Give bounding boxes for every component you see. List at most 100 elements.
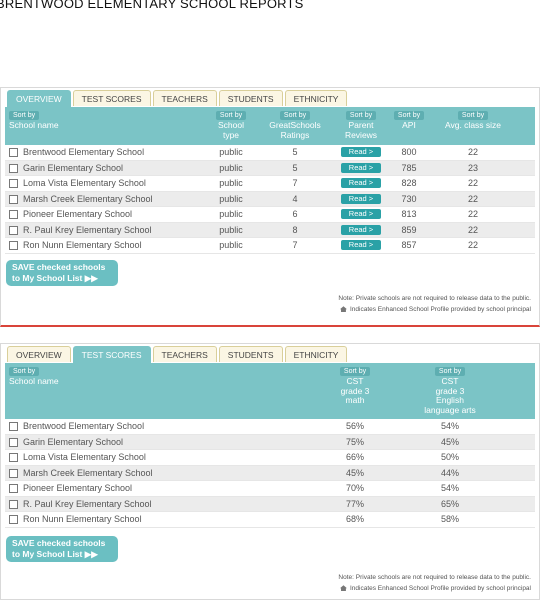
api-value: 859 <box>401 224 417 235</box>
school-name-link[interactable]: Marsh Creek Elementary School <box>23 467 153 478</box>
table-row: Garin Elementary School public 5 Read > 785 2… <box>5 160 535 176</box>
tab-bar: OVERVIEW TEST SCORES TEACHERS STUDENTS E… <box>7 90 349 108</box>
save-to-list-button[interactable]: SAVE checked schools to My School List ▶… <box>6 536 118 562</box>
row-checkbox[interactable] <box>9 437 18 447</box>
enhanced-note: Indicates Enhanced School Profile provid… <box>339 585 531 592</box>
row-checkbox[interactable] <box>9 422 18 431</box>
row-checkbox[interactable] <box>9 179 18 188</box>
save-to-list-button[interactable]: SAVE checked schools to My School List ▶… <box>6 260 118 286</box>
tab-overview[interactable]: OVERVIEW <box>7 90 71 108</box>
school-name-link[interactable]: Marsh Creek Elementary School <box>23 193 153 204</box>
table-header: Sort by School name Sort by CST grade 3 … <box>5 363 535 419</box>
school-name-link[interactable]: Brentwood Elementary School <box>23 147 145 157</box>
tab-ethnicity[interactable]: ETHNICITY <box>284 90 348 106</box>
enhanced-note: Indicates Enhanced School Profile provid… <box>339 306 531 313</box>
ela-score: 65% <box>440 498 459 509</box>
table-row: Pioneer Elementary School 70% 54% <box>5 481 535 497</box>
school-type: public <box>219 147 243 157</box>
ela-score: 54% <box>440 483 459 493</box>
tab-teachers[interactable]: TEACHERS <box>152 90 217 106</box>
tab-overview[interactable]: OVERVIEW <box>7 346 71 362</box>
tab-test-scores[interactable]: TEST SCORES <box>72 90 151 106</box>
school-name-link[interactable]: Pioneer Elementary School <box>23 209 133 219</box>
school-name-link[interactable]: Ron Nunn Elementary School <box>23 240 142 250</box>
class-size-value: 22 <box>467 240 478 250</box>
school-type: public <box>219 209 243 219</box>
row-checkbox[interactable] <box>9 225 18 235</box>
header-reviews[interactable]: Sort by Parent Reviews <box>344 111 378 140</box>
school-type: public <box>219 162 243 173</box>
class-size-value: 22 <box>467 147 478 157</box>
school-name-link[interactable]: R. Paul Krey Elementary School <box>23 224 152 235</box>
class-size-value: 22 <box>467 224 478 235</box>
math-score: 66% <box>345 452 364 462</box>
table-row: Brentwood Elementary School public 5 Read >… <box>5 145 535 161</box>
math-score: 56% <box>345 421 364 431</box>
overview-rows: Brentwood Elementary School public 5 Read >… <box>5 145 535 254</box>
tab-students[interactable]: STUDENTS <box>218 90 283 106</box>
private-note: Note: Private schools are not required t… <box>338 574 531 581</box>
row-checkbox[interactable] <box>9 163 18 173</box>
api-value: 828 <box>401 178 417 188</box>
row-checkbox[interactable] <box>9 241 18 250</box>
header-rating[interactable]: Sort by GreatSchools Ratings <box>269 111 321 140</box>
header-ela[interactable]: Sort by CST grade 3 English language art… <box>424 367 476 415</box>
ela-score: 54% <box>440 421 459 431</box>
school-type: public <box>219 240 243 250</box>
table-row: Marsh Creek Elementary School 45% 44% <box>5 465 535 481</box>
header-school-name[interactable]: Sort by School name <box>9 367 59 386</box>
api-value: 857 <box>401 240 417 250</box>
school-name-link[interactable]: Brentwood Elementary School <box>23 421 145 431</box>
row-checkbox[interactable] <box>9 148 18 157</box>
read-reviews-button[interactable]: Read > <box>341 193 381 204</box>
ela-score: 45% <box>440 436 459 447</box>
header-math[interactable]: Sort by CST grade 3 math <box>339 367 371 405</box>
read-reviews-button[interactable]: Read > <box>341 209 381 219</box>
rating-value: 7 <box>292 240 298 250</box>
table-row: Loma Vista Elementary School public 7 Read … <box>5 176 535 192</box>
read-reviews-button[interactable]: Read > <box>341 147 381 157</box>
read-reviews-button[interactable]: Read > <box>341 224 381 235</box>
row-checkbox[interactable] <box>9 468 18 478</box>
rating-value: 7 <box>292 178 298 188</box>
scores-rows: Brentwood Elementary School 56% 54% Garin E… <box>5 419 535 528</box>
read-reviews-button[interactable]: Read > <box>341 240 381 250</box>
school-name-link[interactable]: Garin Elementary School <box>23 162 124 173</box>
tab-teachers[interactable]: TEACHERS <box>152 346 217 362</box>
read-reviews-button[interactable]: Read > <box>341 178 381 188</box>
school-name-link[interactable]: Loma Vista Elementary School <box>23 452 146 462</box>
row-checkbox[interactable] <box>9 499 18 509</box>
school-name-link[interactable]: Pioneer Elementary School <box>23 483 133 493</box>
table-header: Sort by School name Sort by School type … <box>5 107 535 145</box>
school-name-link[interactable]: Ron Nunn Elementary School <box>23 514 142 524</box>
school-name-link[interactable]: Loma Vista Elementary School <box>23 178 146 188</box>
school-name-link[interactable]: Garin Elementary School <box>23 436 124 447</box>
ela-score: 50% <box>440 452 459 462</box>
tab-ethnicity[interactable]: ETHNICITY <box>284 346 348 362</box>
private-note: Note: Private schools are not required t… <box>338 295 531 302</box>
table-row: R. Paul Krey Elementary School 77% 65% <box>5 496 535 512</box>
api-value: 785 <box>401 162 417 173</box>
math-score: 77% <box>345 498 364 509</box>
row-checkbox[interactable] <box>9 453 18 462</box>
row-checkbox[interactable] <box>9 210 18 219</box>
rating-value: 6 <box>292 209 298 219</box>
table-row: Ron Nunn Elementary School 68% 58% <box>5 512 535 528</box>
header-school-name[interactable]: Sort by School name <box>9 111 59 130</box>
read-reviews-button[interactable]: Read > <box>341 162 381 173</box>
school-name-link[interactable]: R. Paul Krey Elementary School <box>23 498 152 509</box>
tab-students[interactable]: STUDENTS <box>218 346 283 362</box>
overview-panel: OVERVIEW TEST SCORES TEACHERS STUDENTS E… <box>0 87 540 327</box>
header-api[interactable]: Sort by API <box>391 110 427 131</box>
ela-score: 58% <box>440 514 459 524</box>
row-checkbox[interactable] <box>9 194 18 204</box>
header-school-type[interactable]: Sort by School type <box>211 110 251 140</box>
header-class-size[interactable]: Sort by Avg. class size <box>444 111 502 130</box>
table-row: R. Paul Krey Elementary School public 8 Rea… <box>5 222 535 238</box>
row-checkbox[interactable] <box>9 484 18 493</box>
tab-test-scores[interactable]: TEST SCORES <box>72 346 151 364</box>
table-row: Garin Elementary School 75% 45% <box>5 434 535 450</box>
sort-chip[interactable]: Sort by <box>9 111 40 120</box>
ela-score: 44% <box>440 467 459 478</box>
row-checkbox[interactable] <box>9 515 18 524</box>
